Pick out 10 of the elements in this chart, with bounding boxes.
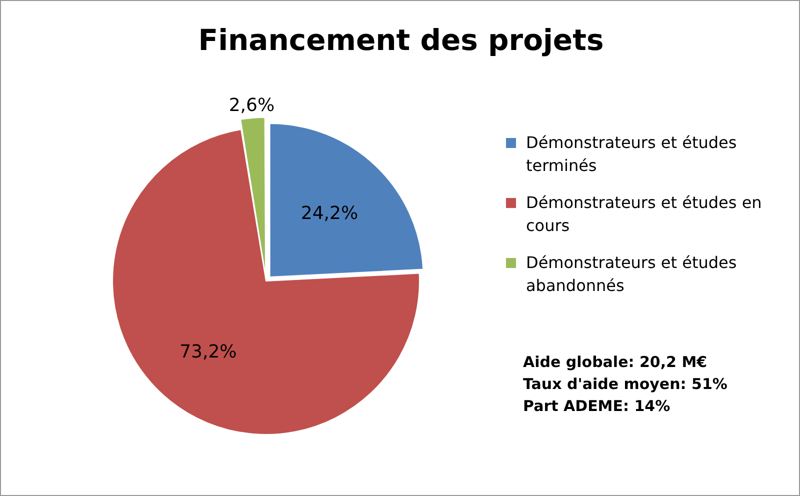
text: Aide globale: 20,2 M€ [523,352,708,373]
data-label: 24,2% [300,202,358,224]
text: Part ADEME: 14% [523,396,672,417]
data-label: 2,6% [228,94,275,116]
legend-label: Démonstrateurs et études terminés [526,132,738,177]
legend-label: Démonstrateurs et études abandonnés [526,252,738,297]
text: Taux d'aide moyen: 51% [523,374,728,395]
chart-title: Financement des projets [197,23,605,57]
legend-label: Démonstrateurs et études en cours [526,192,763,237]
data-label: 73,2% [180,341,237,362]
